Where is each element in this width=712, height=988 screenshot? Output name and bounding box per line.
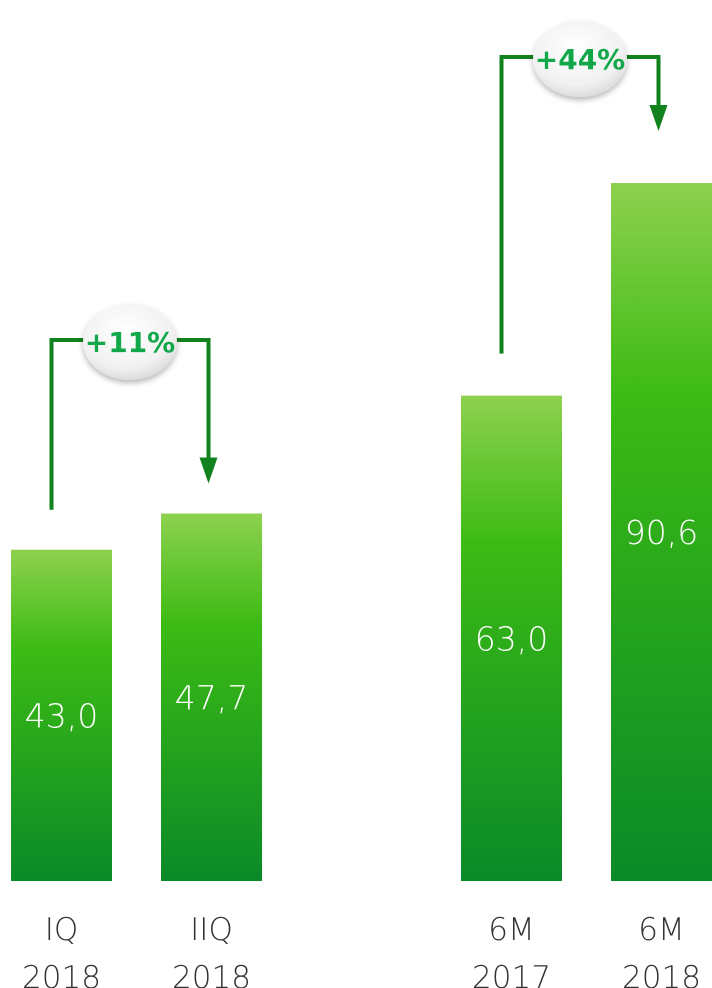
comparison-badge <box>83 304 177 380</box>
arrow-head-icon <box>649 105 668 131</box>
x-tick-label: 6M <box>638 912 684 948</box>
bar-value-label: 63,0 <box>475 619 548 658</box>
comparison-arrows-layer <box>49 21 668 510</box>
comparison-badge <box>533 21 627 97</box>
x-tick-label: 2018 <box>22 960 101 988</box>
bar-0 <box>11 549 112 881</box>
x-tick-label: 2018 <box>172 960 251 988</box>
x-tick-label: 2018 <box>622 960 701 988</box>
bar-3 <box>611 183 712 881</box>
x-tick-label: IQ <box>45 912 79 948</box>
bar-value-label: 47,7 <box>175 678 248 717</box>
bar-1 <box>161 513 262 881</box>
bar-value-label: 43,0 <box>25 696 98 735</box>
x-tick-label: 6M <box>488 912 534 948</box>
x-tick-label: IIQ <box>190 912 233 948</box>
comparison-badge-label: +11% <box>85 326 175 359</box>
bar-2 <box>461 395 562 881</box>
comparison-badge-label: +44% <box>535 43 625 76</box>
arrow-head-icon <box>199 457 218 484</box>
bars-layer <box>11 183 712 881</box>
labels-layer: 43,0 IQ 2018 47,7 IIQ 2018 63,0 6M 2017 90,6 6M 201… <box>22 43 701 988</box>
x-tick-label: 2017 <box>472 960 551 988</box>
bar-value-label: 90,6 <box>625 513 698 552</box>
